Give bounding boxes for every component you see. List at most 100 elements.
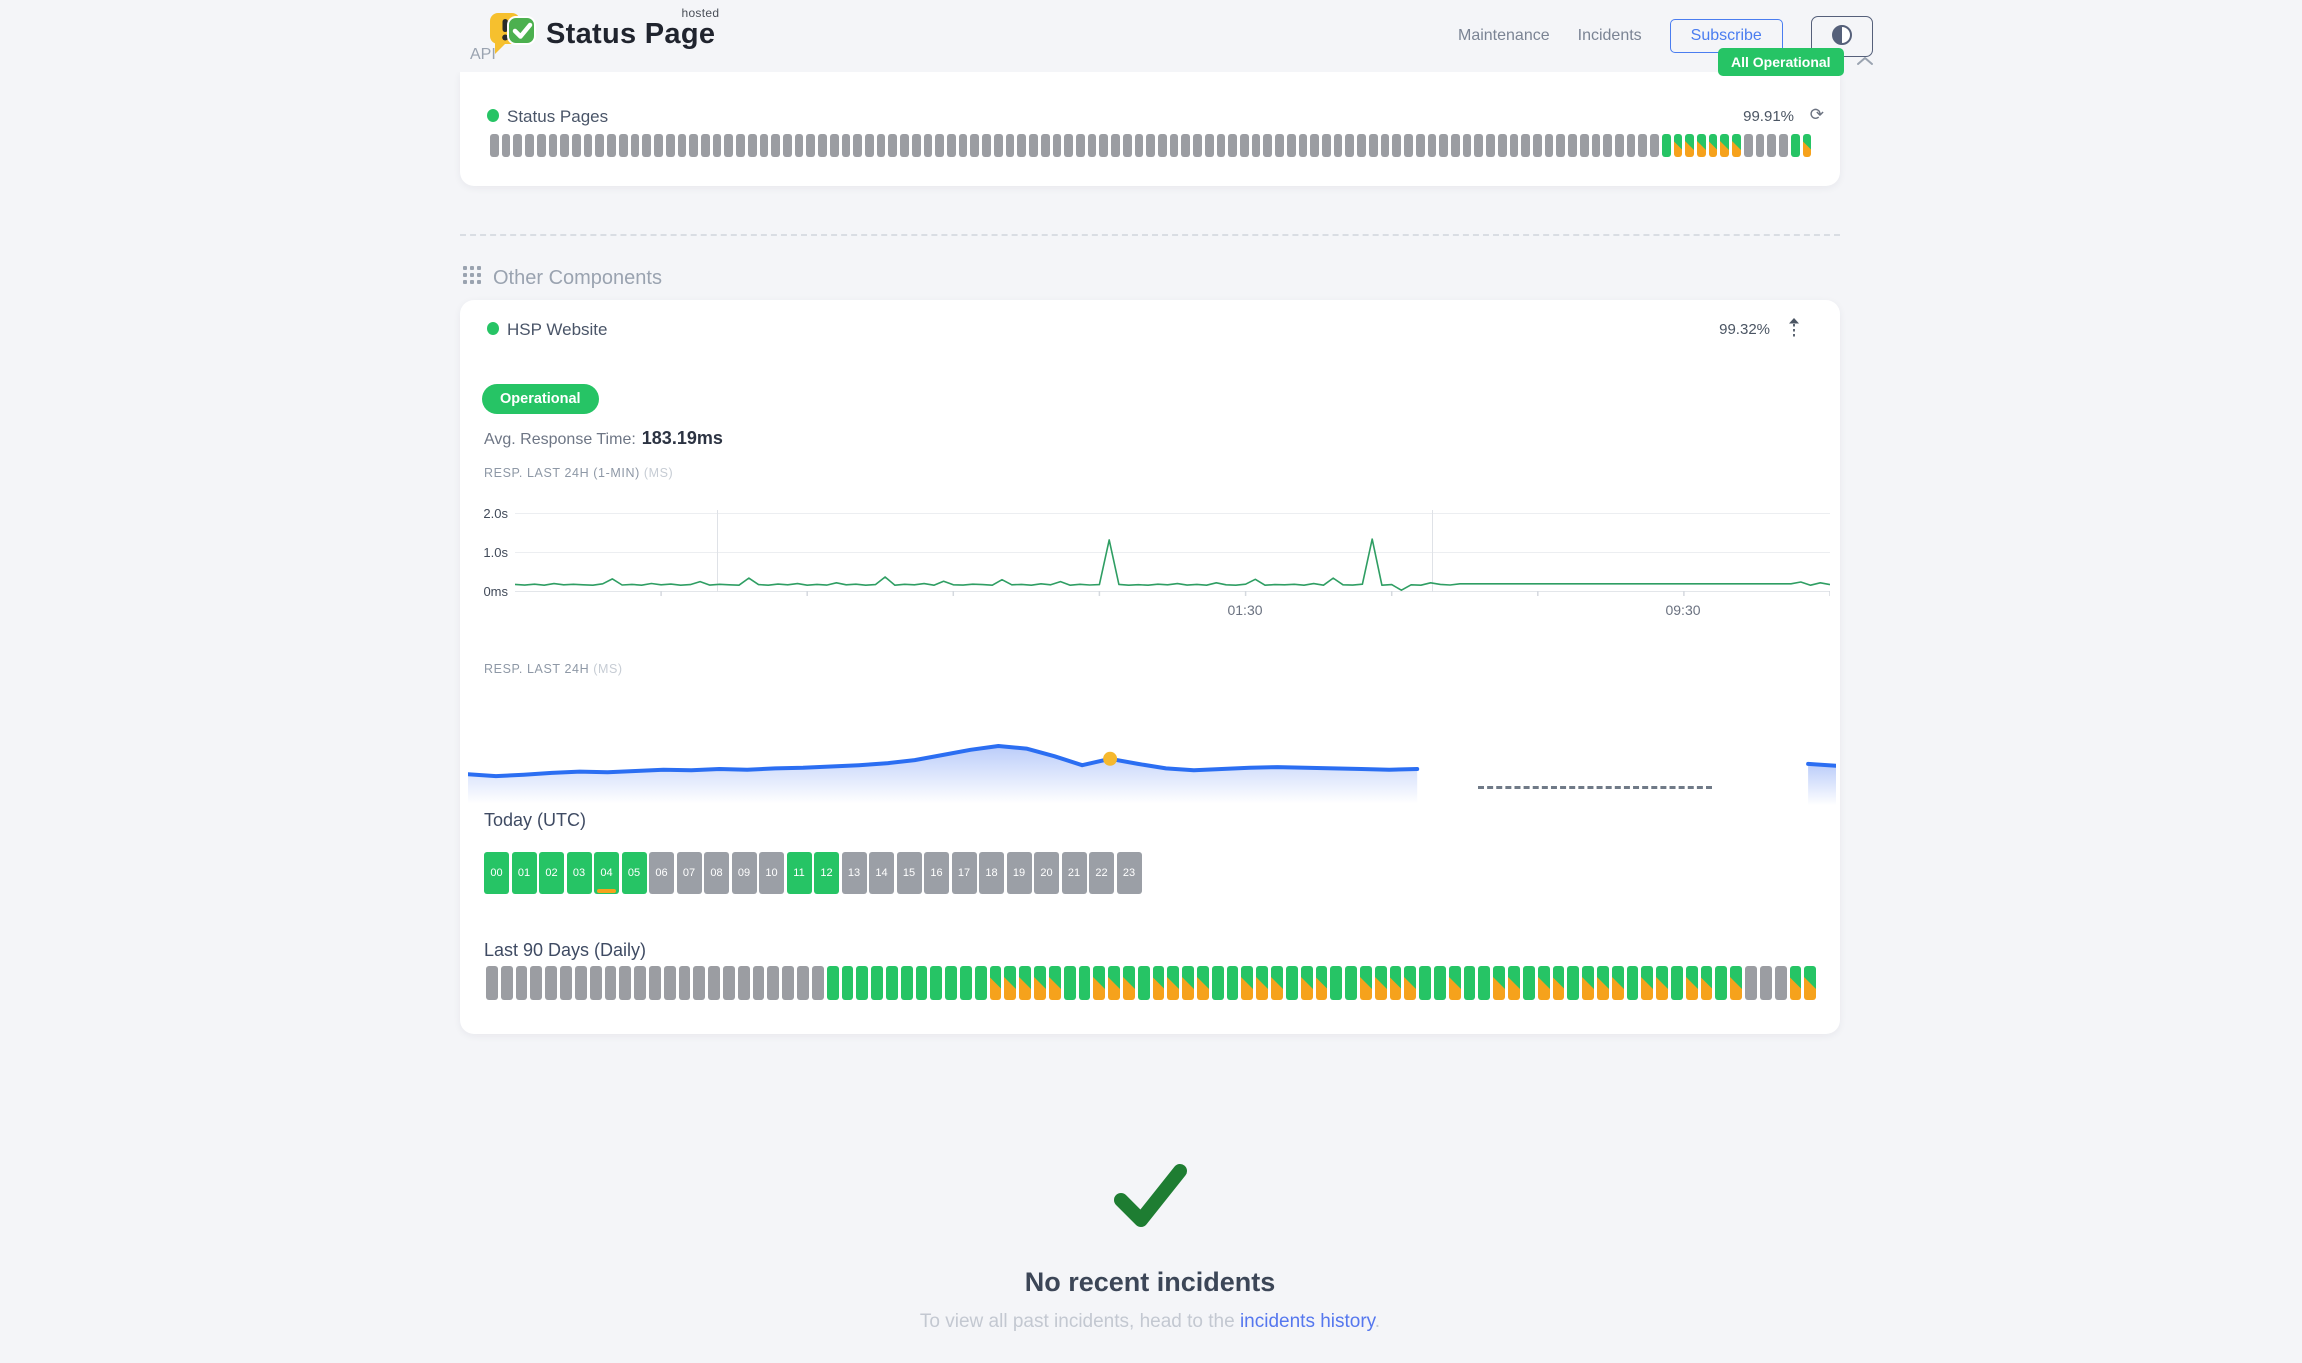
uptime-bar[interactable]	[1759, 966, 1772, 1000]
uptime-bar[interactable]	[1029, 134, 1038, 157]
uptime-bar[interactable]	[1256, 966, 1269, 1000]
uptime-bar[interactable]	[1596, 966, 1609, 1000]
uptime-bar[interactable]	[1099, 134, 1109, 157]
uptime-bar[interactable]	[1204, 134, 1214, 157]
uptime-bar[interactable]	[1298, 134, 1308, 157]
uptime-bar[interactable]	[693, 966, 706, 1000]
uptime-bar[interactable]	[1392, 134, 1402, 157]
uptime-bar[interactable]	[923, 134, 933, 157]
uptime-bar[interactable]	[1497, 134, 1507, 157]
logo[interactable]: Status Page hosted	[488, 6, 719, 61]
uptime-bar[interactable]	[724, 134, 734, 157]
uptime-bar[interactable]	[915, 966, 928, 1000]
uptime-bar[interactable]	[1330, 966, 1343, 1000]
uptime-bar[interactable]	[1582, 966, 1594, 1000]
uptime-bar[interactable]	[500, 966, 513, 1000]
hour-box-01[interactable]: 01	[511, 852, 537, 894]
hour-box-18[interactable]: 18	[979, 852, 1004, 894]
uptime-bar[interactable]	[1315, 966, 1328, 1000]
component-name[interactable]: HSP Website	[507, 320, 608, 339]
uptime-bar[interactable]	[1521, 134, 1530, 157]
uptime-bar[interactable]	[1720, 134, 1730, 157]
hour-box-23[interactable]: 23	[1116, 852, 1142, 894]
uptime-bar[interactable]	[1715, 966, 1728, 1000]
uptime-bar[interactable]	[515, 966, 528, 1000]
uptime-bar[interactable]	[513, 134, 523, 157]
uptime-bar[interactable]	[853, 134, 862, 157]
uptime-bar[interactable]	[1075, 134, 1085, 157]
uptime-bar[interactable]	[841, 966, 854, 1000]
uptime-bar[interactable]	[1241, 966, 1254, 1000]
status-badge[interactable]: All Operational	[1718, 48, 1844, 76]
uptime-bar[interactable]	[1638, 134, 1648, 157]
uptime-bar[interactable]	[1263, 134, 1273, 157]
uptime-bar[interactable]	[700, 134, 710, 157]
hour-box-06[interactable]: 06	[649, 852, 674, 894]
uptime-bar[interactable]	[1532, 134, 1542, 157]
uptime-bar[interactable]	[1285, 966, 1298, 1000]
uptime-bar[interactable]	[1774, 966, 1787, 1000]
uptime-bar[interactable]	[1182, 966, 1194, 1000]
uptime-bar[interactable]	[708, 966, 720, 1000]
uptime-bar[interactable]	[1211, 966, 1224, 1000]
uptime-bar[interactable]	[1767, 134, 1777, 157]
uptime-bar[interactable]	[1181, 134, 1191, 157]
uptime-bar[interactable]	[797, 966, 809, 1000]
uptime-bar[interactable]	[1063, 966, 1076, 1000]
uptime-bar[interactable]	[1286, 134, 1296, 157]
uptime-bar[interactable]	[1462, 134, 1472, 157]
uptime-bar[interactable]	[1415, 134, 1425, 157]
uptime-bar[interactable]	[1650, 134, 1659, 157]
uptime-bar[interactable]	[1048, 966, 1061, 1000]
uptime-bar[interactable]	[486, 966, 498, 1000]
uptime-bar[interactable]	[642, 134, 652, 157]
uptime-bar[interactable]	[1522, 966, 1535, 1000]
uptime-bar[interactable]	[1656, 966, 1668, 1000]
uptime-bar[interactable]	[1474, 134, 1484, 157]
uptime-bar[interactable]	[829, 134, 839, 157]
uptime-bar[interactable]	[1611, 966, 1624, 1000]
uptime-bar[interactable]	[993, 134, 1003, 157]
uptime-bar[interactable]	[1450, 134, 1460, 157]
uptime-bar[interactable]	[900, 134, 909, 157]
uptime-bar[interactable]	[1448, 966, 1461, 1000]
uptime-bar[interactable]	[1226, 966, 1239, 1000]
uptime-bar[interactable]	[747, 134, 757, 157]
uptime-bar[interactable]	[1790, 134, 1800, 157]
uptime-bar[interactable]	[1108, 966, 1120, 1000]
uptime-bar[interactable]	[1568, 134, 1577, 157]
uptime-bar[interactable]	[737, 966, 750, 1000]
uptime-bar[interactable]	[1544, 134, 1554, 157]
uptime-bar[interactable]	[1626, 966, 1639, 1000]
uptime-bar[interactable]	[970, 134, 980, 157]
hour-box-02[interactable]: 02	[539, 852, 564, 894]
uptime-bar[interactable]	[771, 134, 780, 157]
uptime-bar[interactable]	[1804, 966, 1817, 1000]
uptime-bar[interactable]	[1779, 134, 1788, 157]
hour-box-22[interactable]: 22	[1089, 852, 1114, 894]
uptime-bar[interactable]	[689, 134, 698, 157]
hour-box-16[interactable]: 16	[924, 852, 949, 894]
uptime-bar[interactable]	[490, 134, 499, 157]
uptime-bar[interactable]	[1641, 966, 1654, 1000]
uptime-bar[interactable]	[1685, 966, 1698, 1000]
uptime-bar[interactable]	[1271, 966, 1283, 1000]
uptime-bar[interactable]	[536, 134, 546, 157]
uptime-bar[interactable]	[663, 966, 676, 1000]
uptime-bar[interactable]	[1146, 134, 1155, 157]
uptime-bar[interactable]	[1064, 134, 1073, 157]
hour-box-20[interactable]: 20	[1034, 852, 1059, 894]
uptime-bar[interactable]	[841, 134, 851, 157]
uptime-bar[interactable]	[1157, 134, 1167, 157]
uptime-bar[interactable]	[545, 966, 558, 1000]
uptime-bar[interactable]	[885, 966, 898, 1000]
component-name[interactable]: Status Pages	[507, 107, 609, 126]
uptime-bar[interactable]	[865, 134, 874, 157]
uptime-bar[interactable]	[1345, 966, 1357, 1000]
uptime-bar[interactable]	[1322, 134, 1331, 157]
uptime-bar[interactable]	[989, 966, 1002, 1000]
uptime-bar[interactable]	[1004, 966, 1017, 1000]
uptime-bar[interactable]	[1078, 966, 1091, 1000]
uptime-bar[interactable]	[1661, 134, 1671, 157]
uptime-bar[interactable]	[1626, 134, 1636, 157]
